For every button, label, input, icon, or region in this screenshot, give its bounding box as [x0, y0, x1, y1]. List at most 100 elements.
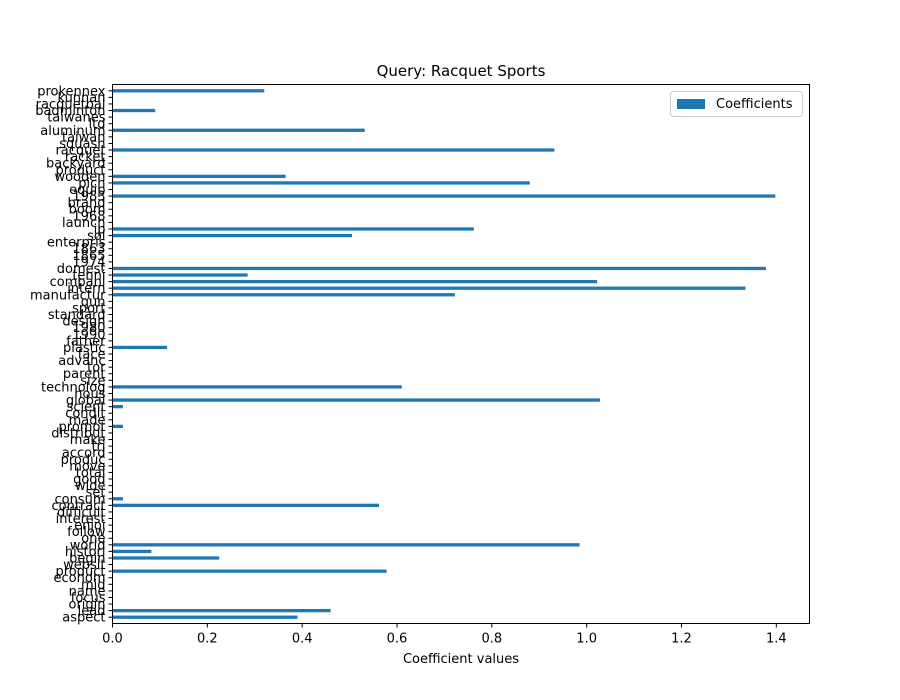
y-tick-label: accord — [62, 446, 106, 461]
y-tick-label: domest — [57, 262, 106, 277]
y-tick-label: face — [78, 348, 106, 363]
y-tick-label: 1980 — [72, 321, 105, 336]
y-tick-label: tenni — [72, 269, 105, 284]
y-tick-label: name — [69, 584, 106, 599]
y-tick-label: tri — [91, 440, 105, 455]
y-tick-label: 1863 — [72, 242, 105, 257]
x-tick-label: 1.2 — [671, 632, 692, 647]
y-tick-label: 1968 — [72, 209, 105, 224]
x-axis-ticks: 0.0 0.2 0.4 0.6 0.8 1.0 1.2 1.4 — [102, 623, 787, 647]
y-tick-label: contract — [52, 499, 106, 514]
bar — [112, 108, 156, 113]
y-tick-label: ltd — [89, 117, 106, 132]
bar — [112, 181, 530, 185]
y-tick-label: manufactur — [30, 288, 106, 303]
bar — [112, 194, 776, 198]
y-tick-label: technolog — [41, 380, 106, 395]
y-tick-label: equip — [69, 183, 105, 198]
bar — [112, 233, 352, 238]
y-tick-label: mid — [81, 578, 106, 593]
y-tick-label: father — [66, 334, 106, 349]
bar — [112, 273, 248, 277]
plot-frame — [112, 84, 810, 624]
y-tick-label: make — [70, 433, 106, 448]
y-tick-label: brand — [67, 196, 105, 211]
y-tick-label: 1865 — [72, 249, 105, 264]
y-tick-label: product — [55, 163, 105, 178]
bar — [112, 615, 298, 619]
bar — [112, 293, 455, 297]
bar — [112, 128, 365, 132]
y-tick-label: qun — [81, 295, 106, 310]
y-tick-label: plastic — [63, 341, 105, 356]
y-tick-label: focus — [71, 591, 106, 606]
y-tick-label: enterpris — [47, 236, 106, 251]
y-tick-label: size — [80, 374, 105, 389]
bar — [112, 227, 474, 231]
y-tick-label: interest — [56, 512, 106, 527]
x-tick-label: 1.0 — [576, 632, 597, 647]
y-tick-label: kunnan — [57, 91, 105, 106]
y-tick-label: total — [76, 466, 106, 481]
x-tick-label: 0.4 — [292, 632, 313, 647]
y-tick-label: histori — [65, 545, 106, 560]
bar — [112, 549, 152, 554]
y-tick-label: prokennex — [37, 84, 106, 99]
y-tick-label: design — [62, 315, 105, 330]
bar — [112, 497, 123, 501]
x-tick-label: 0.8 — [481, 632, 502, 647]
bar — [112, 404, 123, 409]
y-tick-label: follow — [67, 525, 106, 540]
y-tick-label: origin — [68, 598, 105, 613]
y-axis-ticks: aspectleadoriginfocusnamemideconomproduc… — [30, 84, 113, 626]
y-tick-label: condit — [65, 407, 105, 422]
x-tick-label: 0.2 — [197, 632, 218, 647]
bar — [112, 569, 387, 573]
y-tick-label: aluminum — [40, 124, 105, 139]
bar — [112, 174, 286, 178]
y-tick-label: set — [86, 486, 106, 501]
y-tick-label: product — [55, 565, 105, 580]
bar — [112, 556, 220, 560]
y-tick-label: difficult — [57, 505, 106, 520]
y-tick-label: world — [70, 538, 106, 553]
y-tick-label: websit — [63, 558, 105, 573]
y-tick-label: boom — [69, 203, 106, 218]
y-tick-label: racket — [65, 150, 106, 165]
y-tick-label: sport — [72, 301, 105, 316]
y-tick-label: lead — [78, 604, 106, 619]
y-tick-label: good — [73, 473, 105, 488]
y-tick-label: standard — [48, 308, 106, 323]
y-tick-label: badminton — [35, 104, 105, 119]
y-tick-label: racquet — [55, 144, 105, 159]
bar — [112, 89, 265, 93]
bar — [112, 286, 746, 290]
y-tick-label: launch — [62, 216, 105, 231]
bar — [112, 266, 766, 271]
y-tick-label: global — [66, 394, 106, 409]
y-tick-label: one — [81, 532, 105, 547]
bar-group — [112, 89, 776, 619]
y-tick-label: 1974 — [72, 255, 105, 270]
x-axis-label: Coefficient values — [403, 652, 519, 667]
y-tick-label: wide — [75, 479, 106, 494]
y-tick-label: 1990 — [72, 328, 105, 343]
y-tick-label: consum — [54, 492, 105, 507]
y-tick-label: taiwanes — [47, 111, 106, 126]
legend-swatch — [677, 99, 705, 109]
y-tick-label: promot — [59, 420, 106, 435]
y-tick-label: wooden — [54, 170, 105, 185]
bar — [112, 385, 402, 389]
y-tick-label: hous — [74, 387, 105, 402]
bar — [112, 148, 555, 152]
bar — [112, 279, 598, 284]
y-tick-label: aspect — [62, 611, 105, 626]
y-tick-label: advanc — [58, 354, 105, 369]
bar — [112, 543, 580, 547]
chart-title: Query: Racquet Sports — [377, 62, 546, 80]
y-tick-label: made — [69, 413, 106, 428]
y-tick-label: distribut — [51, 426, 105, 441]
y-tick-label: backyard — [46, 157, 105, 172]
y-tick-label: 1983 — [72, 190, 105, 205]
